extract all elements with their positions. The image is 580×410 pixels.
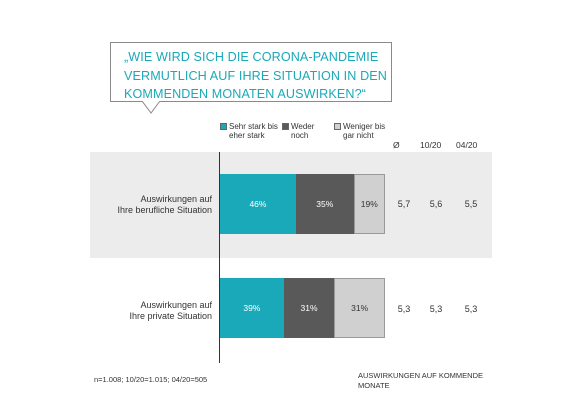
question-box: „WIE WIRD SICH DIE CORONA-PANDEMIE VERMU… — [110, 42, 392, 102]
bar-segment-r2-s2 — [283, 278, 335, 338]
bar-value-label-r2-s3: 31% — [351, 303, 369, 313]
column-header-10-20: 10/20 — [420, 140, 442, 150]
speech-bubble-tail — [142, 101, 161, 114]
bar-value-label-r1-s1: 46% — [249, 199, 267, 209]
bar-value-label-r1-s3: 19% — [360, 199, 378, 209]
bar-segment-r2-s1 — [220, 278, 284, 338]
bar-value-label-r2-s2: 31% — [300, 303, 318, 313]
question-line-3: KOMMENDEN MONATEN AUSWIRKEN?“ — [124, 87, 366, 101]
column-header-average: Ø — [393, 140, 400, 150]
avg-10-20-row-2: 5,3 — [429, 304, 443, 314]
chart-axis — [219, 152, 220, 363]
legend-swatch-3 — [334, 123, 341, 130]
row-label-1: Auswirkungen auf Ihre berufliche Situati… — [117, 194, 212, 215]
legend-label-3: Weniger bis gar nicht — [343, 122, 386, 140]
sample-size-footnote: n=1.008; 10/20=1.015; 04/20=505 — [94, 375, 208, 384]
avg-current-row-1: 5,7 — [397, 199, 411, 209]
question-line-2: VERMUTLICH AUF IHRE SITUATION IN DEN — [124, 68, 387, 83]
bar-value-label-r2-s1: 39% — [243, 303, 261, 313]
avg-10-20-row-1: 5,6 — [429, 199, 443, 209]
legend-swatch-1 — [220, 123, 227, 130]
avg-04-20-row-2: 5,3 — [464, 304, 478, 314]
bar-value-label-r1-s2: 35% — [316, 199, 334, 209]
legend-swatch-2 — [282, 123, 289, 130]
bar-segment-r1-s3 — [353, 174, 385, 234]
avg-current-row-2: 5,3 — [397, 304, 411, 314]
avg-04-20-row-1: 5,5 — [464, 199, 478, 209]
legend-label-2: Weder noch — [291, 122, 315, 140]
bar-segment-r2-s3 — [334, 278, 385, 338]
bar-segment-r1-s1 — [220, 174, 296, 234]
topic-label: AUSWIRKUNGEN AUF KOMMENDE MONATE — [358, 371, 484, 390]
column-header-04-20: 04/20 — [456, 140, 478, 150]
row-label-2: Auswirkungen auf Ihre private Situation — [129, 300, 212, 321]
question-line-1: „WIE WIRD SICH DIE CORONA-PANDEMIE — [124, 50, 379, 64]
legend-label-1: Sehr stark bis eher stark — [229, 122, 278, 140]
bar-segment-r1-s2 — [295, 174, 354, 234]
